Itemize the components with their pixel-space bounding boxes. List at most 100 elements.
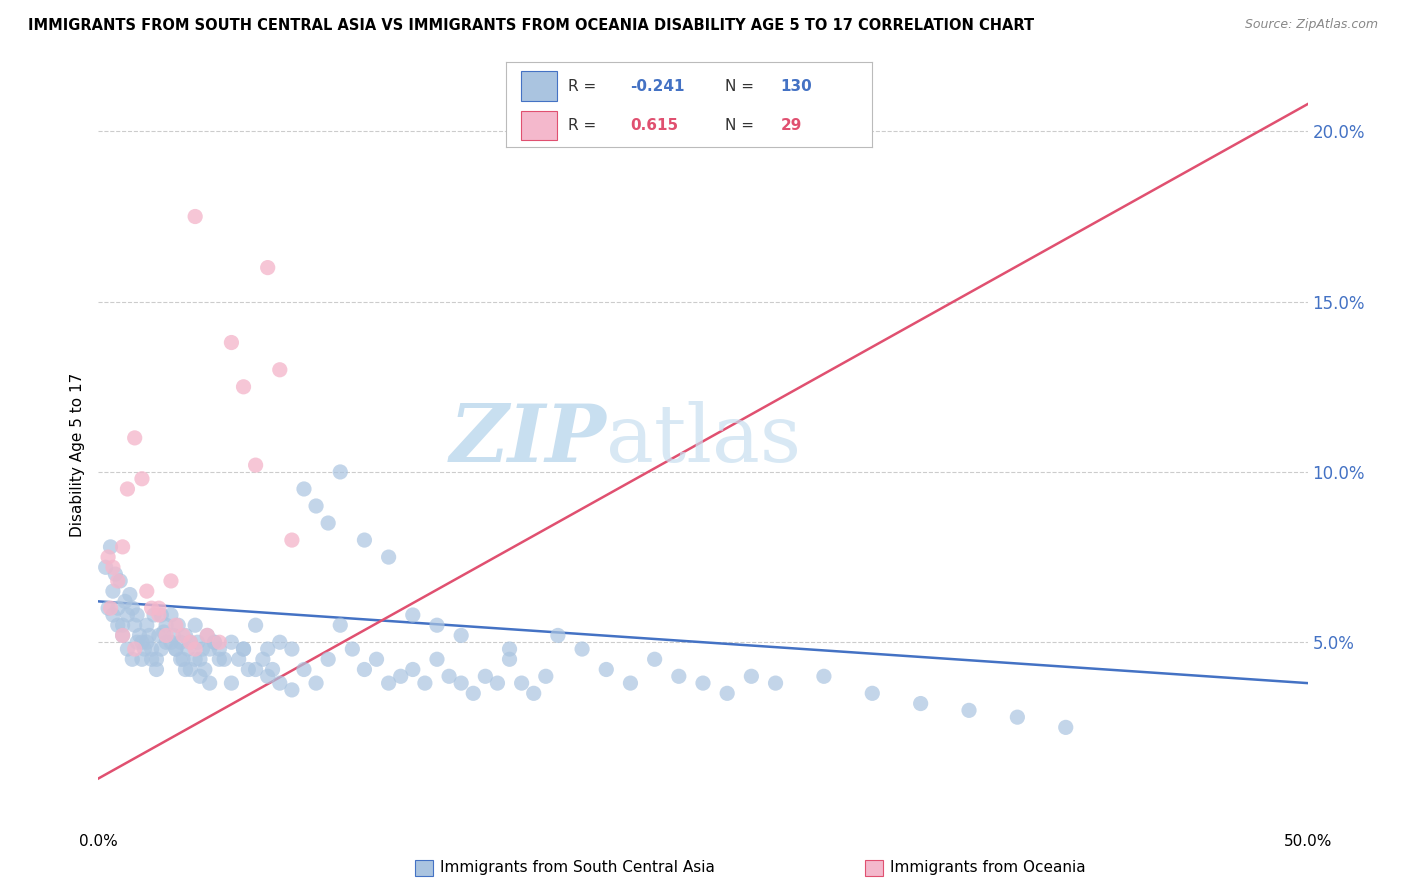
Point [114, 594, 136, 608]
Point [135, 618, 157, 632]
Point [413, 676, 436, 690]
Point [155, 635, 177, 649]
Point [342, 642, 364, 657]
Text: Immigrants from Oceania: Immigrants from Oceania [890, 861, 1085, 875]
Point [150, 607, 173, 622]
Point [191, 642, 214, 657]
Point [121, 601, 143, 615]
Point [97, 550, 120, 565]
Point [463, 686, 485, 700]
Point [245, 618, 267, 632]
Point [188, 652, 211, 666]
Point [232, 642, 254, 657]
Point [187, 635, 209, 649]
Point [765, 676, 787, 690]
Point [571, 642, 593, 657]
Point [474, 669, 496, 683]
Point [111, 628, 134, 642]
Text: atlas: atlas [606, 401, 801, 479]
Point [165, 642, 187, 657]
Point [100, 540, 122, 554]
Text: ZIP: ZIP [450, 401, 606, 479]
Point [100, 601, 122, 615]
Point [426, 618, 449, 632]
Text: 0.615: 0.615 [630, 119, 679, 134]
Point [101, 560, 124, 574]
Point [194, 663, 217, 677]
Point [195, 628, 218, 642]
Point [245, 458, 267, 472]
Point [523, 686, 546, 700]
Point [813, 669, 835, 683]
Point [269, 676, 291, 690]
Point [162, 628, 184, 642]
Point [160, 574, 183, 588]
Point [195, 628, 218, 642]
Point [437, 669, 460, 683]
Point [101, 607, 124, 622]
Point [131, 472, 153, 486]
Point [232, 380, 254, 394]
Point [221, 335, 243, 350]
Point [134, 642, 156, 657]
Point [145, 663, 167, 677]
Point [131, 635, 153, 649]
Point [143, 607, 166, 622]
Point [124, 431, 146, 445]
Point [198, 676, 221, 690]
Point [644, 652, 666, 666]
Text: 130: 130 [780, 78, 813, 94]
Point [179, 663, 201, 677]
Point [212, 652, 235, 666]
Point [148, 628, 170, 642]
Point [208, 642, 231, 657]
Point [117, 607, 139, 622]
Text: R =: R = [568, 78, 602, 94]
Point [486, 676, 509, 690]
Text: R =: R = [568, 119, 602, 134]
Point [150, 642, 173, 657]
Point [111, 628, 134, 642]
Point [188, 669, 211, 683]
Point [245, 663, 267, 677]
Point [117, 642, 139, 657]
Point [595, 663, 617, 677]
Point [127, 607, 149, 622]
Point [366, 652, 388, 666]
Point [547, 628, 569, 642]
Point [292, 663, 315, 677]
Point [232, 642, 254, 657]
Point [107, 601, 129, 615]
Point [135, 584, 157, 599]
Point [138, 628, 160, 642]
Point [305, 676, 328, 690]
Point [256, 642, 278, 657]
Point [389, 669, 412, 683]
Point [1054, 720, 1077, 734]
Point [305, 499, 328, 513]
Point [256, 669, 278, 683]
Point [165, 618, 187, 632]
Point [316, 516, 339, 530]
Point [141, 642, 163, 657]
Bar [520, 111, 557, 140]
Text: IMMIGRANTS FROM SOUTH CENTRAL ASIA VS IMMIGRANTS FROM OCEANIA DISABILITY AGE 5 T: IMMIGRANTS FROM SOUTH CENTRAL ASIA VS IM… [28, 18, 1035, 33]
Point [668, 669, 690, 683]
Point [498, 652, 520, 666]
Point [152, 625, 174, 640]
Bar [520, 71, 557, 101]
Point [174, 628, 197, 642]
Point [353, 533, 375, 547]
Point [204, 635, 226, 649]
Point [184, 210, 207, 224]
Point [329, 465, 352, 479]
Point [281, 642, 304, 657]
Point [252, 652, 274, 666]
Point [148, 607, 170, 622]
Point [169, 635, 191, 649]
Point [269, 635, 291, 649]
Point [107, 618, 129, 632]
Point [108, 574, 131, 588]
Point [179, 635, 201, 649]
Text: -0.241: -0.241 [630, 78, 685, 94]
